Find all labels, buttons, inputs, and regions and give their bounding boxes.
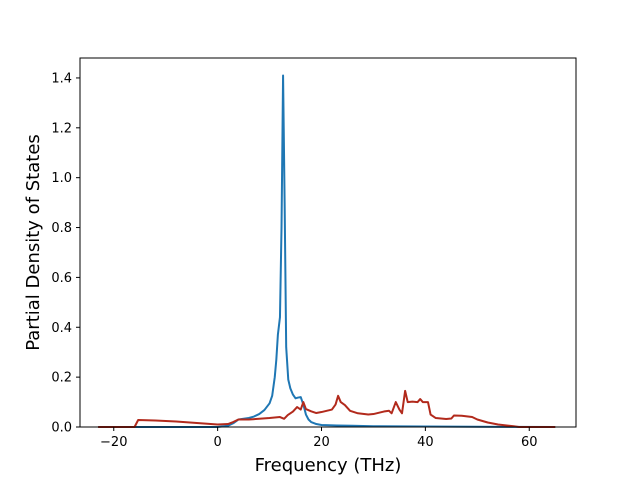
y-tick-label: 0.4: [51, 321, 72, 336]
y-tick-label: 1.2: [51, 121, 72, 136]
y-tick-label: 0.8: [51, 221, 72, 236]
y-tick-label: 0.6: [51, 271, 72, 286]
x-tick-label: 60: [521, 435, 538, 450]
plot-area: [98, 74, 556, 428]
x-tick-label: 20: [313, 435, 330, 450]
series-line-2: [98, 389, 556, 428]
series-line-1: [98, 74, 556, 428]
y-axis: 0.0 0.2 0.4 0.6 0.8 1.0 1.2 1.4: [51, 71, 80, 436]
axes-frame: [79, 57, 577, 428]
y-tick-label: 1.4: [51, 71, 72, 86]
y-axis-label: Partial Density of States: [23, 134, 44, 351]
x-tick-label: −20: [100, 435, 127, 450]
x-axis-label: Frequency (THz): [255, 455, 402, 476]
y-tick-label: 0.0: [51, 421, 72, 436]
y-tick-label: 0.2: [51, 371, 72, 386]
x-tick-label: 40: [417, 435, 434, 450]
x-axis: −20 0 20 40 60: [100, 427, 538, 450]
x-tick-label: 0: [213, 435, 221, 450]
y-tick-label: 1.0: [51, 171, 72, 186]
